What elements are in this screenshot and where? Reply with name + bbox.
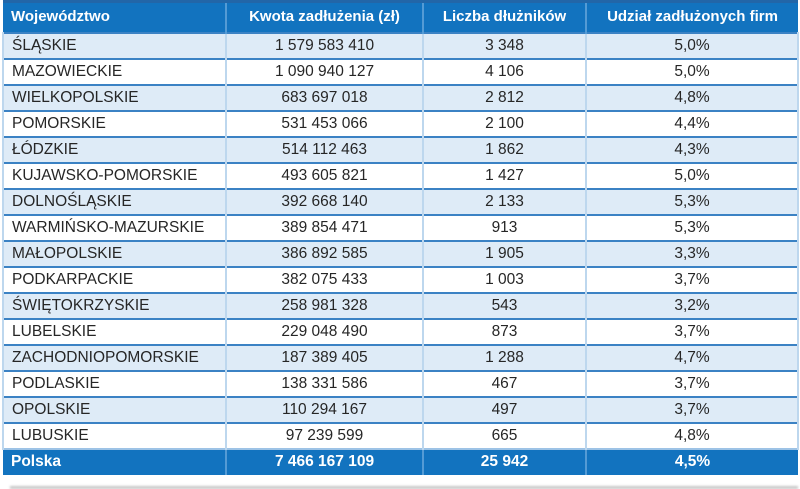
table-row: MAZOWIECKIE 1 090 940 127 4 106 5,0%	[2, 58, 799, 85]
total-label: Polska	[3, 448, 226, 475]
table-cell: 386 892 585	[225, 240, 423, 267]
column-header-liczba-dluznikow: Liczba dłużników	[422, 1, 586, 33]
table-cell: 258 981 328	[225, 292, 423, 319]
table-row: WIELKOPOLSKIE 683 697 018 2 812 4,8%	[2, 84, 799, 111]
table-row: ŚWIĘTOKRZYSKIE 258 981 328 543 3,2%	[2, 292, 799, 319]
table-cell: 2 100	[422, 110, 586, 137]
table-row: ŁÓDZKIE 514 112 463 1 862 4,3%	[2, 136, 799, 163]
table-row: DOLNOŚLĄSKIE 392 668 140 2 133 5,3%	[2, 188, 799, 215]
table-row: POMORSKIE 531 453 066 2 100 4,4%	[2, 110, 799, 137]
table-body: ŚLĄSKIE 1 579 583 410 3 348 5,0% MAZOWIECKIE…	[2, 32, 799, 449]
table-cell: ZACHODNIOPOMORSKIE	[2, 344, 226, 371]
table-cell: 1 288	[422, 344, 586, 371]
table-cell: 392 668 140	[225, 188, 423, 215]
table-cell: 97 239 599	[225, 422, 423, 449]
table-cell: 5,3%	[585, 214, 799, 241]
table-cell: 389 854 471	[225, 214, 423, 241]
table-cell: 4,3%	[585, 136, 799, 163]
header-row: Województwo Kwota zadłużenia (zł) Liczba…	[3, 1, 798, 33]
table-row: ZACHODNIOPOMORSKIE 187 389 405 1 288 4,7%	[2, 344, 799, 371]
table-cell: 3,7%	[585, 396, 799, 423]
table-cell: 229 048 490	[225, 318, 423, 345]
table-cell: 1 905	[422, 240, 586, 267]
table-cell: 493 605 821	[225, 162, 423, 189]
column-header-kwota-zadluzenia: Kwota zadłużenia (zł)	[225, 1, 423, 33]
table-row: MAŁOPOLSKIE 386 892 585 1 905 3,3%	[2, 240, 799, 267]
table-cell: 1 862	[422, 136, 586, 163]
table-footer: Polska 7 466 167 109 25 942 4,5%	[3, 448, 798, 475]
table-cell: MAZOWIECKIE	[2, 58, 226, 85]
debt-table: Województwo Kwota zadłużenia (zł) Liczba…	[2, 0, 799, 475]
table-cell: 873	[422, 318, 586, 345]
column-header-wojewodztwo: Województwo	[3, 1, 226, 33]
table-cell: 3,7%	[585, 318, 799, 345]
total-kwota: 7 466 167 109	[225, 448, 423, 475]
total-liczba: 25 942	[422, 448, 586, 475]
table-cell: 1 579 583 410	[225, 32, 423, 59]
table-cell: ŚLĄSKIE	[2, 32, 226, 59]
table-cell: 3,3%	[585, 240, 799, 267]
total-row: Polska 7 466 167 109 25 942 4,5%	[3, 448, 798, 475]
table-cell: 4,8%	[585, 84, 799, 111]
table-cell: KUJAWSKO-POMORSKIE	[2, 162, 226, 189]
table-cell: WIELKOPOLSKIE	[2, 84, 226, 111]
table-cell: 5,0%	[585, 58, 799, 85]
table-cell: 497	[422, 396, 586, 423]
table-row: WARMIŃSKO-MAZURSKIE 389 854 471 913 5,3%	[2, 214, 799, 241]
table-cell: 5,0%	[585, 32, 799, 59]
column-header-udzial-zadluzonych-firm: Udział zadłużonych firm	[585, 1, 798, 33]
table-row: LUBUSKIE 97 239 599 665 4,8%	[2, 422, 799, 449]
total-udzial: 4,5%	[585, 448, 798, 475]
table-cell: 531 453 066	[225, 110, 423, 137]
table-cell: 4 106	[422, 58, 586, 85]
table-row: PODKARPACKIE 382 075 433 1 003 3,7%	[2, 266, 799, 293]
table-cell: 1 003	[422, 266, 586, 293]
table-header: Województwo Kwota zadłużenia (zł) Liczba…	[3, 1, 798, 33]
table-cell: 5,3%	[585, 188, 799, 215]
table-cell: 2 812	[422, 84, 586, 111]
table-cell: OPOLSKIE	[2, 396, 226, 423]
table-cell: LUBELSKIE	[2, 318, 226, 345]
table-cell: 514 112 463	[225, 136, 423, 163]
table-row: KUJAWSKO-POMORSKIE 493 605 821 1 427 5,0%	[2, 162, 799, 189]
table-cell: 3,2%	[585, 292, 799, 319]
table-cell: 665	[422, 422, 586, 449]
table-cell: 913	[422, 214, 586, 241]
table-row: PODLASKIE 138 331 586 467 3,7%	[2, 370, 799, 397]
table-cell: 110 294 167	[225, 396, 423, 423]
table-cell: 467	[422, 370, 586, 397]
table-cell: 138 331 586	[225, 370, 423, 397]
table-cell: 4,4%	[585, 110, 799, 137]
table-cell: 2 133	[422, 188, 586, 215]
table-cell: 543	[422, 292, 586, 319]
table-cell: 1 427	[422, 162, 586, 189]
table-cell: 3,7%	[585, 266, 799, 293]
table-cell: 3 348	[422, 32, 586, 59]
table-cell: POMORSKIE	[2, 110, 226, 137]
table-drop-shadow	[10, 486, 798, 489]
table-cell: ŁÓDZKIE	[2, 136, 226, 163]
table-cell: PODLASKIE	[2, 370, 226, 397]
table-cell: 4,8%	[585, 422, 799, 449]
table-cell: MAŁOPOLSKIE	[2, 240, 226, 267]
table-cell: 187 389 405	[225, 344, 423, 371]
table-cell: DOLNOŚLĄSKIE	[2, 188, 226, 215]
table-cell: WARMIŃSKO-MAZURSKIE	[2, 214, 226, 241]
table-cell: 1 090 940 127	[225, 58, 423, 85]
table-cell: ŚWIĘTOKRZYSKIE	[2, 292, 226, 319]
table-cell: LUBUSKIE	[2, 422, 226, 449]
table-cell: PODKARPACKIE	[2, 266, 226, 293]
table-row: OPOLSKIE 110 294 167 497 3,7%	[2, 396, 799, 423]
table-cell: 683 697 018	[225, 84, 423, 111]
table-cell: 3,7%	[585, 370, 799, 397]
table-row: LUBELSKIE 229 048 490 873 3,7%	[2, 318, 799, 345]
table-cell: 4,7%	[585, 344, 799, 371]
table-cell: 382 075 433	[225, 266, 423, 293]
table-cell: 5,0%	[585, 162, 799, 189]
table-row: ŚLĄSKIE 1 579 583 410 3 348 5,0%	[2, 32, 799, 59]
